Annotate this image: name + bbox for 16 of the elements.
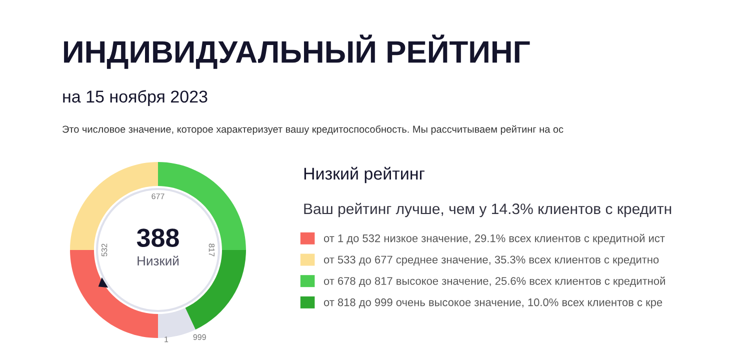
text: 817: [208, 244, 215, 256]
chart-subtitle: на 15 ноября 2023: [63, 90, 208, 106]
text: Это числовое значение, которое характеризует вашу кредитоспособность. Мы рассчитываем рейтинг на ос: [62, 125, 564, 135]
legend-label: от 533 до 677 среднее значение, 35.3% всех клиентов с кредитно: [324, 256, 659, 266]
legend-label: от 818 до 999 очень высокое значение, 10.0% всех клиентов с кре: [324, 298, 662, 308]
text: Низкий рейтинг: [304, 166, 424, 184]
text: Ваш рейтинг лучше, чем у 14.3% клиентов с кредитн: [304, 202, 672, 218]
chart-title: ИНДИВИДУАЛЬНЫЙ РЕЙТИНГ: [64, 34, 530, 69]
legend-label: от 1 до 532 низкое значение, 29.1% всех клиентов с кредитной ист: [324, 234, 665, 244]
text: Низкий: [138, 256, 179, 266]
legend-label: от 678 до 817 высокое значение, 25.6% всех клиентов с кредитной: [324, 276, 665, 288]
text: 1: [164, 336, 168, 342]
text: 999: [193, 334, 206, 340]
text: 677: [152, 193, 164, 200]
text: 388: [136, 228, 179, 248]
text: 532: [101, 244, 108, 256]
